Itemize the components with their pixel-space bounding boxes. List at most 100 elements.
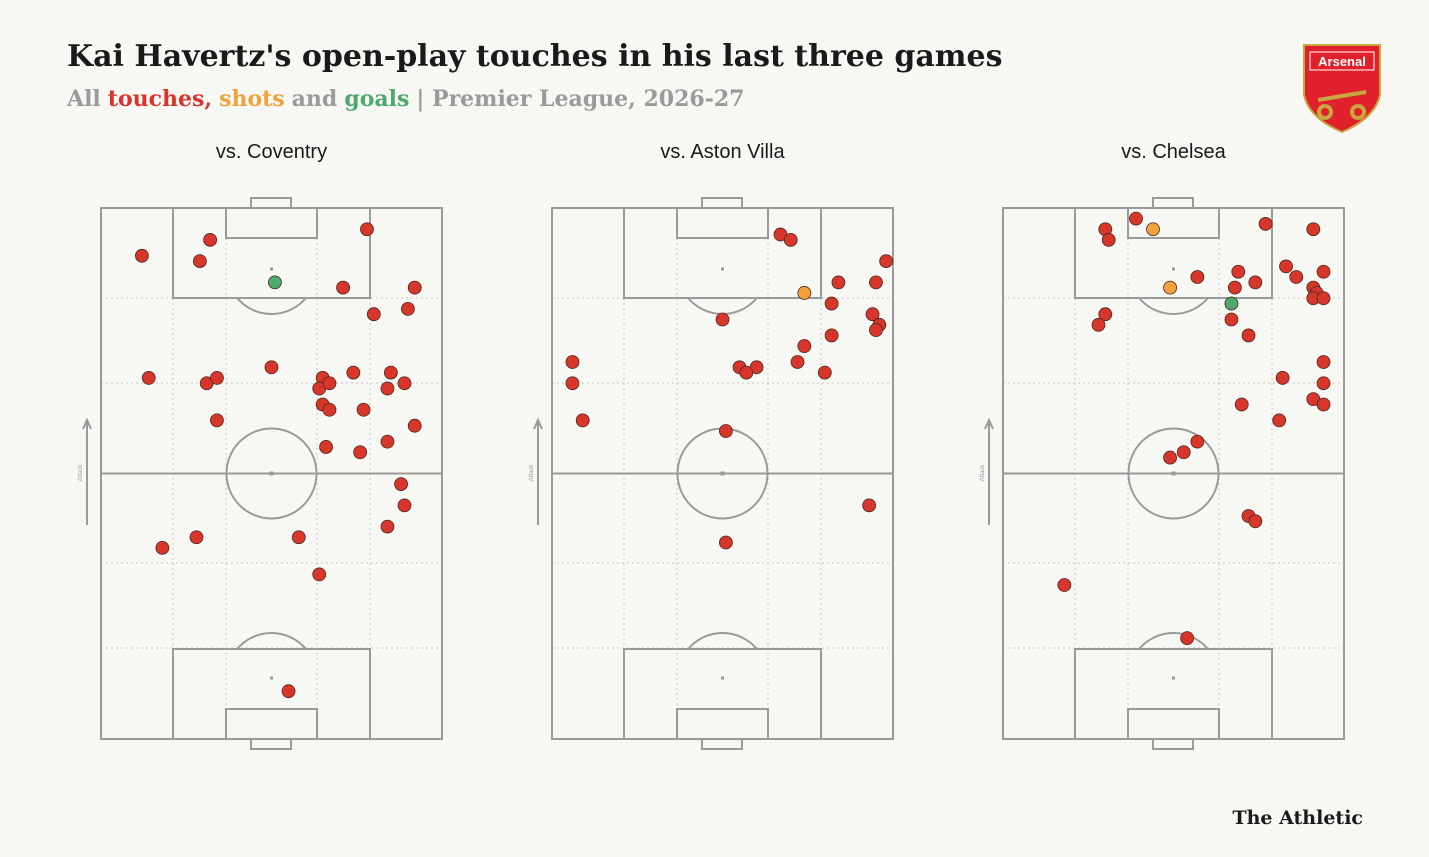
attack-arrow <box>984 417 994 525</box>
touch-point <box>797 286 812 300</box>
touch-point <box>1224 312 1239 327</box>
touch-point <box>346 365 361 380</box>
crest-text: Arsenal <box>1318 54 1366 69</box>
touch-point <box>862 498 877 513</box>
touch-point <box>831 275 846 290</box>
touch-point <box>1190 434 1205 449</box>
pitch-chart: vs. Chelsea Attack <box>980 141 1345 750</box>
touch-point <box>797 339 812 353</box>
touch-point <box>155 540 170 555</box>
pitch-line <box>250 197 292 209</box>
touch-point <box>1190 270 1205 284</box>
touch-point <box>380 381 395 396</box>
touch-point <box>869 275 883 290</box>
touch-point <box>400 301 415 316</box>
touch-point <box>1234 397 1249 412</box>
touch-point <box>356 402 371 417</box>
pitch-line <box>687 632 758 650</box>
touch-point <box>715 312 730 327</box>
chart-title: vs. Chelsea <box>1121 141 1226 163</box>
touch-point <box>1316 291 1331 306</box>
touch-point <box>353 445 368 460</box>
touch-point <box>1163 450 1177 465</box>
touch-point <box>322 376 337 391</box>
touch-point <box>383 365 398 380</box>
touch-point <box>1316 397 1331 412</box>
pitch-line <box>721 267 724 271</box>
touch-point <box>824 328 839 343</box>
touch-point <box>790 355 805 369</box>
pitch-line <box>701 197 743 209</box>
touch-point <box>291 530 306 545</box>
pitch-line <box>225 427 318 520</box>
touch-point <box>565 376 580 391</box>
touch-point <box>135 248 149 263</box>
touch-point <box>1272 413 1287 428</box>
touch-point <box>1176 445 1191 460</box>
y-label: Attack <box>529 464 535 482</box>
title: Kai Havertz's open-play touches in his l… <box>67 39 1003 74</box>
touch-point <box>203 232 218 247</box>
pitch-line <box>1171 471 1176 476</box>
pitch-line <box>1172 676 1175 680</box>
touch-point <box>824 296 839 311</box>
touch-point <box>1306 222 1321 237</box>
touch-point <box>397 498 412 513</box>
pitch-line <box>250 738 292 750</box>
touch-point <box>1146 222 1160 237</box>
subtitle-part: and <box>292 86 338 112</box>
subtitle-part: All <box>66 86 101 112</box>
pitch-line <box>701 738 743 750</box>
touch-point <box>1129 211 1143 226</box>
y-label: Attack <box>78 464 84 482</box>
attack-arrow <box>533 417 543 525</box>
touch-point <box>719 535 733 550</box>
touch-point <box>817 365 832 380</box>
subtitle-part: shots <box>219 86 285 112</box>
touch-point <box>1224 296 1239 311</box>
touch-point <box>192 254 207 269</box>
touch-point <box>865 307 880 322</box>
touch-point <box>1248 514 1263 529</box>
touch-point <box>1163 280 1177 295</box>
touch-point <box>141 371 156 385</box>
pitch-line <box>720 471 725 476</box>
touch-point <box>1279 259 1293 274</box>
touch-point <box>1316 264 1331 279</box>
touch-point <box>366 307 381 322</box>
pitch-line <box>721 676 724 680</box>
touch-point <box>336 280 351 295</box>
pitch-chart: vs. Coventry Attack <box>78 141 443 750</box>
touch-point <box>1227 280 1242 295</box>
touch-point <box>1098 307 1113 322</box>
touch-point <box>1101 232 1116 247</box>
touch-point <box>380 519 395 534</box>
touch-point <box>397 376 412 391</box>
y-label: Attack <box>980 464 986 482</box>
attack-arrow <box>82 417 92 525</box>
subtitle-part: touches, <box>108 86 212 112</box>
pitch-line <box>236 297 307 315</box>
touch-point <box>1316 355 1331 369</box>
subtitle: All touches, shots and goals | Premier League… <box>66 86 744 112</box>
touch-point <box>1258 217 1273 231</box>
pitch-line <box>270 267 273 271</box>
touch-point <box>1091 317 1106 332</box>
pitch-line <box>1138 297 1209 315</box>
pitch-chart: vs. Aston Villa Attack <box>529 141 894 750</box>
touch-point <box>407 280 422 295</box>
touch-point <box>189 530 204 545</box>
subtitle-part: | Premier League, 2026-27 <box>416 86 744 112</box>
touch-point <box>1248 275 1263 290</box>
touch-point <box>394 477 408 492</box>
touch-point <box>210 413 224 428</box>
touch-point <box>719 424 733 438</box>
pitch-line <box>1127 427 1220 520</box>
touch-point <box>739 365 754 380</box>
touch-point <box>264 360 279 375</box>
touch-point <box>210 371 224 385</box>
touch-point <box>1275 371 1290 385</box>
touch-point <box>322 402 337 417</box>
touch-point <box>1180 631 1195 646</box>
touch-point <box>1316 376 1331 391</box>
